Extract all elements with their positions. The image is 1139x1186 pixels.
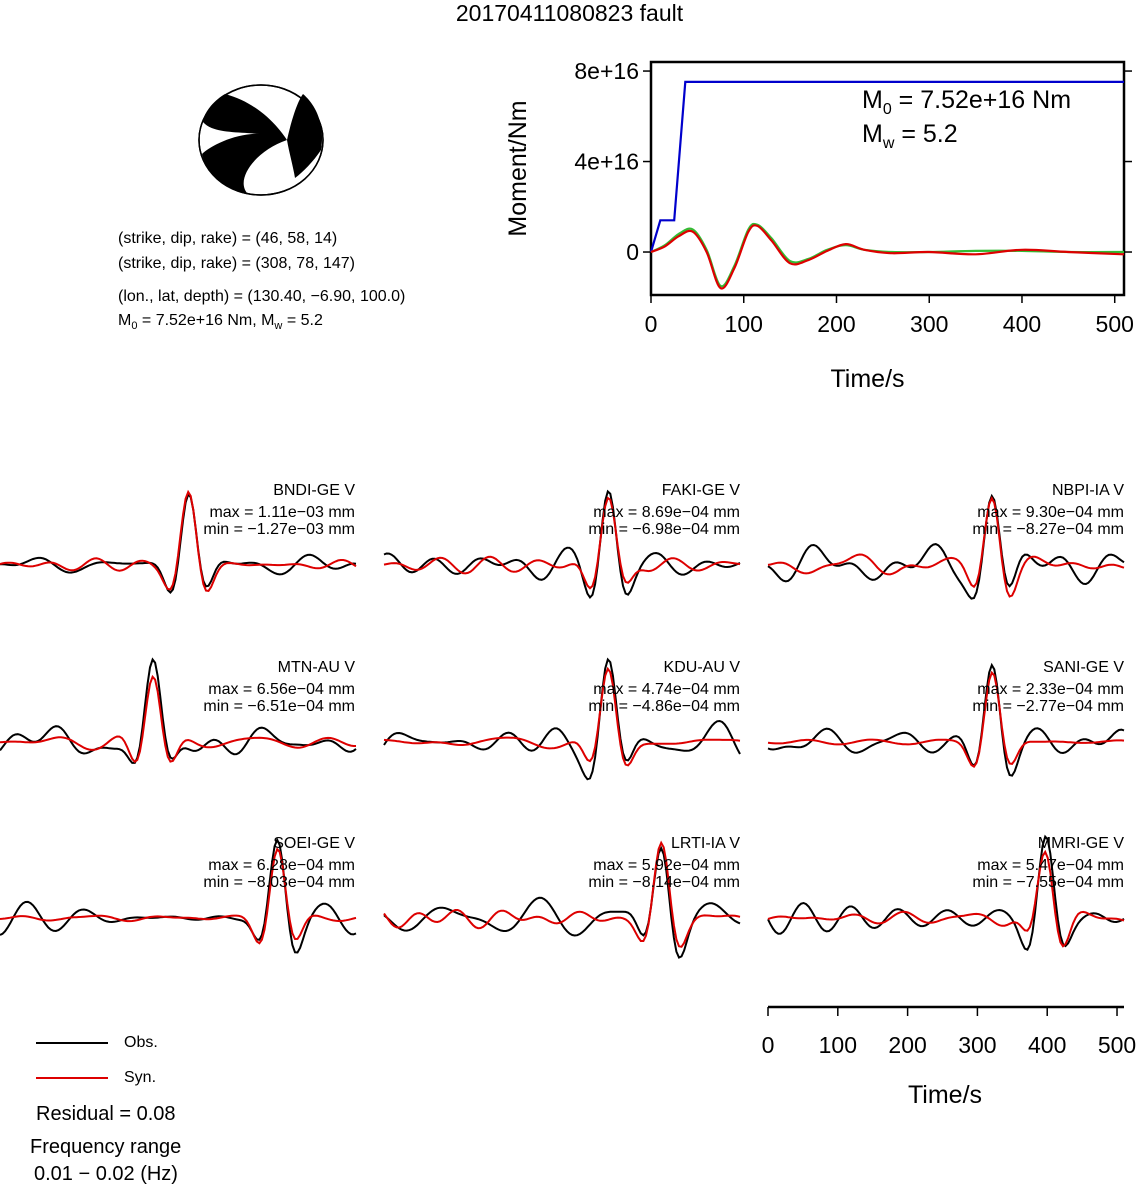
- station-min: min = −7.55e−04 mm: [972, 874, 1124, 891]
- moment-plot: 0 4e+16 8e+16 0 100 200 300 400 500 Time/s Moment/…: [504, 58, 1134, 393]
- moment-xtick-label: 0: [645, 311, 658, 337]
- station-min: min = −2.77e−04 mm: [972, 698, 1124, 715]
- waveform-xtick-label: 200: [888, 1032, 926, 1058]
- moment-ylabel: Moment/Nm: [504, 100, 532, 236]
- station-name: SOEI-GE V: [273, 835, 355, 852]
- station-max: max = 5.92e−04 mm: [593, 857, 740, 874]
- station-name: FAKI-GE V: [662, 482, 741, 499]
- station-name: KDU-AU V: [664, 659, 741, 676]
- observed-trace: [383, 657, 741, 781]
- moment-ytick-label: 4e+16: [574, 149, 639, 175]
- station-min: min = −6.51e−04 mm: [203, 698, 355, 715]
- moment-rate-green-line: [650, 222, 1125, 288]
- station-max: max = 6.28e−04 mm: [208, 857, 355, 874]
- page-title: 20170411080823 fault: [455, 0, 684, 26]
- station-max: max = 6.56e−04 mm: [208, 681, 355, 698]
- station-min: min = −8.03e−04 mm: [203, 874, 355, 891]
- nodal-plane-2: (strike, dip, rake) = (308, 78, 147): [118, 255, 355, 272]
- beachball-icon: [198, 84, 324, 196]
- station-min: min = −8.14e−04 mm: [588, 874, 740, 891]
- moment-xtick-label: 100: [725, 311, 763, 337]
- station-min: min = −8.27e−04 mm: [972, 521, 1124, 538]
- station-min: min = −4.86e−04 mm: [588, 698, 740, 715]
- frequency-range: 0.01 − 0.02 (Hz): [34, 1163, 178, 1185]
- synthetic-trace: [383, 496, 741, 590]
- moment-m0-label: M0 = 7.52e+16 Nm: [862, 86, 1072, 118]
- station-max: max = 4.74e−04 mm: [593, 681, 740, 698]
- moment-summary: M0 = 7.52e+16 Nm, Mw = 5.2: [118, 312, 323, 333]
- waveform-xtick-label: 300: [958, 1032, 996, 1058]
- cumulative-moment-line: [649, 80, 1124, 253]
- station-min: min = −6.98e−04 mm: [588, 521, 740, 538]
- observed-trace: [383, 489, 741, 599]
- moment-ytick-label: 0: [626, 239, 639, 265]
- observed-trace: [767, 662, 1125, 777]
- nodal-plane-1: (strike, dip, rake) = (46, 58, 14): [118, 230, 338, 247]
- station-name: LRTI-IA V: [671, 835, 740, 852]
- moment-xtick-label: 400: [1003, 311, 1041, 337]
- station-name: MMRI-GE V: [1038, 835, 1125, 852]
- synthetic-trace: [767, 849, 1125, 948]
- moment-rate-red-line: [650, 224, 1125, 290]
- waveform-xtick-label: 0: [762, 1032, 775, 1058]
- synthetic-trace: [767, 496, 1125, 598]
- synthetic-trace: [0, 674, 356, 764]
- moment-xtick-label: 300: [910, 311, 948, 337]
- station-max: max = 8.69e−04 mm: [593, 504, 740, 521]
- moment-plot-frame: [649, 60, 1126, 297]
- waveform-xtick-label: 500: [1098, 1032, 1136, 1058]
- moment-ytick-label: 8e+16: [574, 58, 639, 84]
- station-max: max = 9.30e−04 mm: [977, 504, 1124, 521]
- residual-label: Residual = 0.08: [36, 1103, 176, 1125]
- frequency-title: Frequency range: [30, 1136, 182, 1158]
- legend-obs-label: Obs.: [124, 1034, 158, 1051]
- station-max: max = 2.33e−04 mm: [977, 681, 1124, 698]
- moment-xtick-label: 500: [1096, 311, 1134, 337]
- station-name: BNDI-GE V: [273, 482, 355, 499]
- synthetic-trace: [0, 489, 357, 592]
- moment-mw-label: Mw = 5.2: [862, 120, 958, 152]
- station-name: MTN-AU V: [278, 659, 356, 676]
- legend-lines: [36, 1042, 108, 1079]
- moment-xlabel: Time/s: [830, 365, 904, 393]
- synthetic-trace: [0, 847, 357, 945]
- waveform-xtick-label: 400: [1028, 1032, 1066, 1058]
- observed-trace: [767, 493, 1125, 600]
- station-min: min = −1.27e−03 mm: [203, 521, 355, 538]
- synthetic-trace: [767, 670, 1125, 768]
- hypocenter-location: (lon., lat, depth) = (130.40, −6.90, 100…: [118, 288, 406, 305]
- waveform-xtick-label: 100: [819, 1032, 857, 1058]
- observed-trace: [383, 845, 741, 959]
- waveform-xlabel: Time/s: [908, 1081, 982, 1109]
- synthetic-trace: [383, 840, 741, 948]
- synthetic-trace: [383, 666, 741, 767]
- station-name: NBPI-IA V: [1052, 482, 1124, 499]
- station-name: SANI-GE V: [1043, 659, 1124, 676]
- station-max: max = 1.11e−03 mm: [209, 504, 355, 521]
- station-max: max = 5.47e−04 mm: [977, 857, 1124, 874]
- moment-xtick-label: 200: [817, 311, 855, 337]
- legend-syn-label: Syn.: [124, 1069, 157, 1086]
